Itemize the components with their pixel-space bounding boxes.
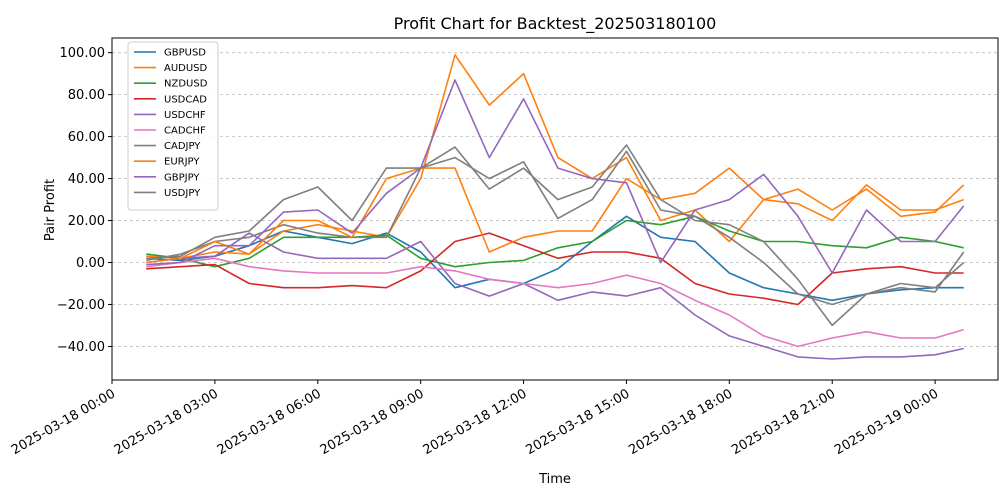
y-tick-label: 100.00 [60, 46, 106, 61]
legend: GBPUSD AUDUSD NZDUSD USDCAD USDCHF CADCHF CADJ… [127, 41, 219, 211]
y-tick-label: 80.00 [68, 88, 105, 103]
legend-label: CADCHF [164, 126, 206, 137]
legend-label: NZDUSD [164, 79, 208, 90]
y-tick-label: −20.00 [57, 298, 105, 313]
y-tick-label: 60.00 [68, 130, 105, 145]
legend-label: EURJPY [164, 157, 200, 168]
series-line-usdchf [146, 232, 964, 360]
y-tick-label: 40.00 [68, 172, 105, 187]
x-axis-label: Time [538, 472, 571, 487]
series-line-gbpjpy [146, 79, 965, 274]
legend-label: GBPUSD [164, 48, 206, 59]
y-axis-label: Pair Profit [43, 179, 58, 241]
legend-label: GBPJPY [164, 172, 200, 183]
series-line-eurjpy [146, 167, 964, 264]
legend-label: USDCHF [164, 110, 206, 121]
series-lines [146, 53, 965, 360]
legend-label: AUDUSD [164, 63, 208, 74]
legend-box [127, 41, 219, 211]
chart-title: Profit Chart for Backtest_202503180100 [394, 14, 717, 34]
legend-label: USDJPY [164, 188, 201, 199]
legend-label: USDCAD [164, 94, 207, 105]
series-line-audusd [146, 53, 965, 260]
y-tick-label: 0.00 [76, 256, 105, 271]
series-line-cadjpy [146, 144, 965, 327]
plot-area-frame [111, 37, 999, 381]
series-line-cadchf [146, 257, 964, 348]
series-line-nzdusd [146, 215, 964, 268]
y-tick-label: 20.00 [68, 214, 105, 229]
y-axis: −40.00 −20.00 0.00 20.00 40.00 60.00 80.00 100.… [57, 46, 112, 355]
legend-label: CADJPY [164, 141, 201, 152]
y-tick-label: −40.00 [57, 340, 105, 355]
series-line-usdjpy [146, 150, 965, 306]
grid-lines [112, 52, 998, 347]
